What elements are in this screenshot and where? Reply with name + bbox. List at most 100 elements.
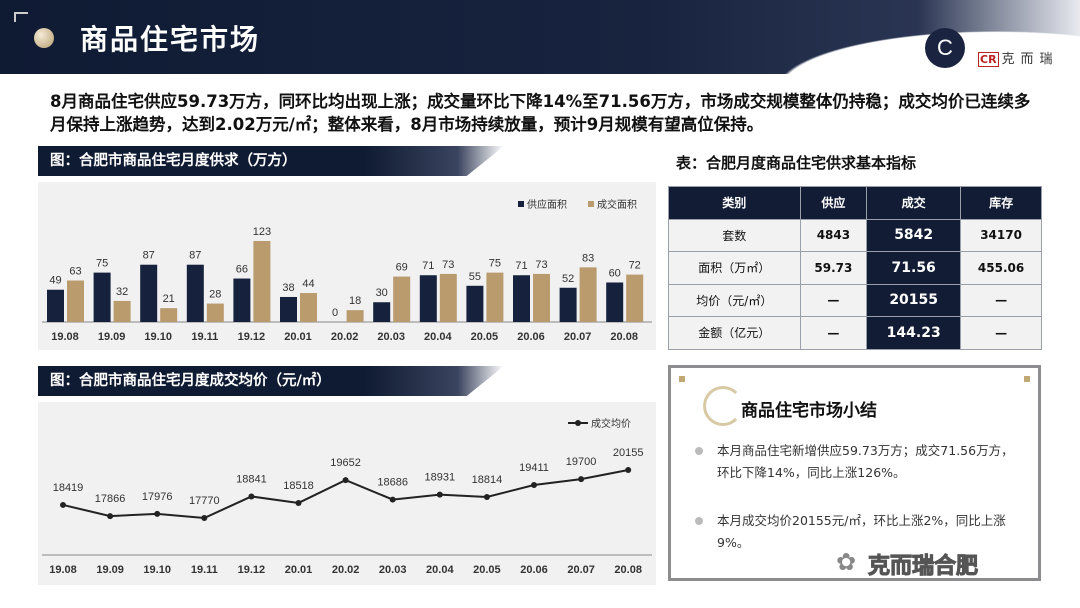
watermark: 克而瑞合肥 <box>867 554 979 580</box>
x-tick-label: 20.03 <box>379 564 407 576</box>
x-tick-label: 19.09 <box>96 564 124 576</box>
data-label: 18931 <box>425 472 456 484</box>
data-label: 0 <box>332 307 338 319</box>
bar-supply <box>466 285 484 322</box>
x-tick-label: 20.07 <box>567 564 595 576</box>
table-title: 表：合肥月度商品住宅供求基本指标 <box>676 154 917 172</box>
data-label: 32 <box>116 286 128 298</box>
data-point <box>60 501 66 508</box>
header-decoration <box>660 0 1080 74</box>
cell: 71.56 <box>866 251 962 285</box>
x-tick-label: 19.11 <box>191 564 218 576</box>
bar-supply <box>559 287 577 322</box>
x-tick-label: 19.10 <box>143 564 171 576</box>
data-label: 73 <box>535 259 547 271</box>
legend-label: 供应面积 <box>527 198 567 211</box>
bar-deal <box>206 303 224 322</box>
intro-paragraph: 8月商品住宅供应59.73万方，同环比均出现上涨；成交量环比下降14%至71.5… <box>50 92 1031 134</box>
page-title: 商品住宅市场 <box>80 23 261 56</box>
cell: 5842 <box>866 218 962 252</box>
data-point <box>201 515 208 521</box>
corner-square <box>679 376 685 382</box>
data-label: 20155 <box>613 447 644 459</box>
legend-swatch <box>518 201 524 207</box>
x-tick-label: 19.08 <box>49 564 77 576</box>
x-tick-label: 19.08 <box>51 331 79 343</box>
data-label: 17770 <box>189 495 220 507</box>
bar-supply <box>513 275 530 322</box>
bar-supply <box>419 275 437 322</box>
data-label: 123 <box>253 226 271 238</box>
gold-dot-icon <box>34 28 54 48</box>
data-label: 72 <box>629 260 641 272</box>
line-chart: 18419 19.08 17866 19.09 17976 19.10 17770 19.11… <box>38 402 656 585</box>
data-label: 87 <box>189 250 201 262</box>
cell: 4843 <box>799 218 868 252</box>
data-point <box>107 513 114 520</box>
bar-deal <box>253 241 271 322</box>
data-label: 30 <box>376 287 388 299</box>
summary-box: 商品住宅市场小结 本月商品住宅新增供应59.73万方；成交71.56万方，环比下… <box>668 365 1041 581</box>
data-label: 49 <box>49 275 61 287</box>
data-label: 19652 <box>330 457 361 469</box>
bar-supply <box>606 282 624 322</box>
data-label: 17866 <box>95 493 126 505</box>
bar-deal <box>160 308 178 322</box>
logo-text: CR 克而瑞 <box>978 52 1059 67</box>
x-tick-label: 20.02 <box>332 564 360 576</box>
legend-label: 成交面积 <box>597 198 637 211</box>
legend-swatch <box>588 201 594 207</box>
cell: 144.23 <box>866 316 962 350</box>
bar-deal <box>579 267 597 322</box>
cell: — <box>960 316 1042 350</box>
x-tick-label: 19.12 <box>238 564 266 576</box>
bar-supply <box>47 289 64 322</box>
data-label: 75 <box>489 258 501 270</box>
summary-bullet: 本月商品住宅新增供应59.73万方；成交71.56万方，环比下降14%，同比上涨… <box>695 440 1017 484</box>
data-label: 18419 <box>53 482 84 494</box>
bar-supply <box>140 264 158 322</box>
col-header: 成交 <box>866 186 962 220</box>
data-point <box>483 493 490 500</box>
x-tick-label: 20.05 <box>471 331 499 343</box>
data-label: 55 <box>469 271 481 283</box>
bar-deal <box>439 273 457 322</box>
x-tick-label: 19.10 <box>144 331 172 343</box>
bar-deal <box>626 274 644 322</box>
data-label: 71 <box>422 260 434 272</box>
bar-deal <box>346 310 364 322</box>
indicator-table: 类别 供应 成交 库存 套数 4843 5842 34170 面积（万㎡） 59.73 71.5… <box>668 186 1042 350</box>
bar-chart-title: 图：合肥市商品住宅月度供求（万方） <box>38 146 504 176</box>
cell: 59.73 <box>799 251 868 285</box>
data-point <box>389 496 396 503</box>
x-tick-label: 20.08 <box>610 331 638 343</box>
data-point <box>578 476 585 483</box>
cell: 20155 <box>866 283 962 317</box>
bar-deal <box>533 273 550 322</box>
bar-deal <box>67 280 84 322</box>
x-tick-label: 20.08 <box>614 564 642 576</box>
x-tick-label: 20.06 <box>520 564 548 576</box>
logo: C <box>925 28 965 68</box>
cell: 34170 <box>960 218 1042 252</box>
table-row: 面积（万㎡） 59.73 71.56 455.06 <box>668 251 1042 285</box>
data-label: 60 <box>609 267 621 279</box>
data-point <box>342 477 349 484</box>
x-tick-label: 19.11 <box>191 331 218 343</box>
data-label: 66 <box>236 264 248 276</box>
cell: — <box>799 283 868 317</box>
data-label: 73 <box>442 259 454 271</box>
x-tick-label: 20.01 <box>284 331 312 343</box>
data-label: 18518 <box>283 480 314 492</box>
bar-deal <box>113 300 131 322</box>
data-label: 69 <box>396 262 408 274</box>
data-label: 19700 <box>566 456 597 468</box>
x-tick-label: 20.04 <box>426 564 454 576</box>
data-label: 17976 <box>142 491 173 503</box>
data-point <box>295 499 302 506</box>
corner-square <box>1024 376 1030 382</box>
x-tick-label: 19.12 <box>238 331 266 343</box>
wechat-icon: ✿ <box>836 548 857 576</box>
cell: 金额（亿元） <box>668 316 801 350</box>
data-label: 52 <box>562 273 574 285</box>
